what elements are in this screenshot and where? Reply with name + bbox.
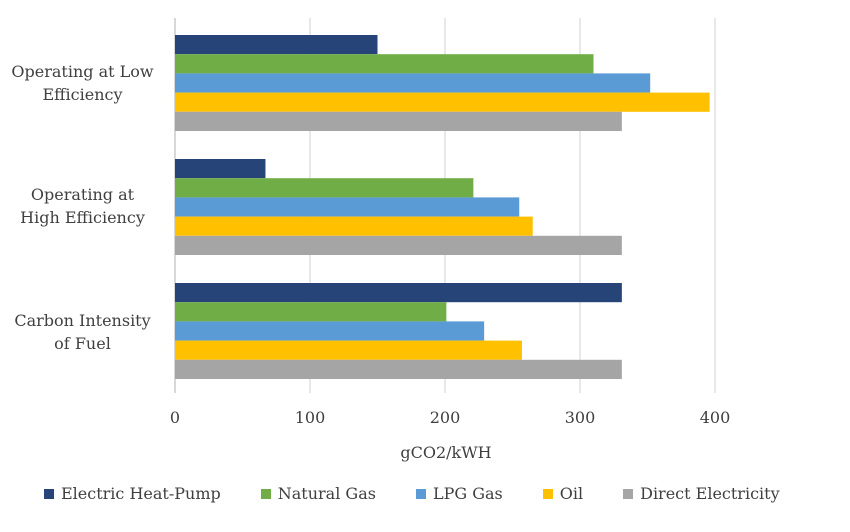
x-tick-label: 200 (429, 408, 461, 427)
category-label-line: High Efficiency (20, 208, 145, 227)
bar-natural-gas (175, 302, 447, 322)
bar-electric-heat-pump (175, 283, 622, 303)
category-label-high-efficiency: Operating at High Efficiency (0, 183, 165, 229)
category-label-carbon-intensity: Carbon Intensity of Fuel (0, 309, 165, 355)
bar-lpg-gas (175, 73, 651, 93)
bar-oil (175, 92, 710, 112)
x-axis-title: gCO2/kWH (400, 443, 492, 462)
legend-swatch (623, 488, 634, 499)
x-tick-label: 100 (294, 408, 326, 427)
bar-oil (175, 340, 522, 360)
legend-label: Electric Heat-Pump (61, 484, 221, 503)
x-tick-label: 300 (564, 408, 596, 427)
bar-direct-electricity (175, 111, 622, 131)
x-tick-label: 0 (169, 408, 181, 427)
bar-oil (175, 216, 533, 236)
legend-item-electric-heat-pump: Electric Heat-Pump (44, 484, 221, 503)
legend-label: LPG Gas (432, 484, 503, 503)
legend-item-lpg-gas: LPG Gas (415, 484, 503, 503)
category-label-line: Efficiency (42, 85, 123, 104)
chart-legend: Electric Heat-Pump Natural Gas LPG Gas O… (44, 484, 780, 503)
category-label-line: Operating at (30, 185, 135, 204)
legend-label: Oil (559, 484, 584, 503)
legend-item-direct-electricity: Direct Electricity (623, 484, 780, 503)
bar-lpg-gas (175, 197, 520, 217)
category-label-low-efficiency: Operating at Low Efficiency (0, 60, 165, 106)
legend-swatch (542, 488, 553, 499)
bar-electric-heat-pump (175, 159, 266, 179)
bar-direct-electricity (175, 235, 622, 255)
legend-label: Natural Gas (277, 484, 376, 503)
legend-label: Direct Electricity (640, 484, 780, 503)
bar-electric-heat-pump (175, 35, 378, 55)
x-tick-label: 400 (699, 408, 731, 427)
bar-natural-gas (175, 54, 594, 74)
category-label-line: Carbon Intensity (14, 311, 151, 330)
legend-swatch (44, 488, 54, 499)
category-label-line: Operating at Low (11, 62, 154, 81)
legend-swatch (260, 488, 271, 499)
bar-direct-electricity (175, 359, 622, 379)
bar-natural-gas (175, 178, 474, 198)
legend-item-oil: Oil (542, 484, 584, 503)
legend-swatch (415, 488, 426, 499)
category-label-line: of Fuel (54, 334, 111, 353)
legend-item-natural-gas: Natural Gas (260, 484, 376, 503)
bar-lpg-gas (175, 321, 485, 341)
